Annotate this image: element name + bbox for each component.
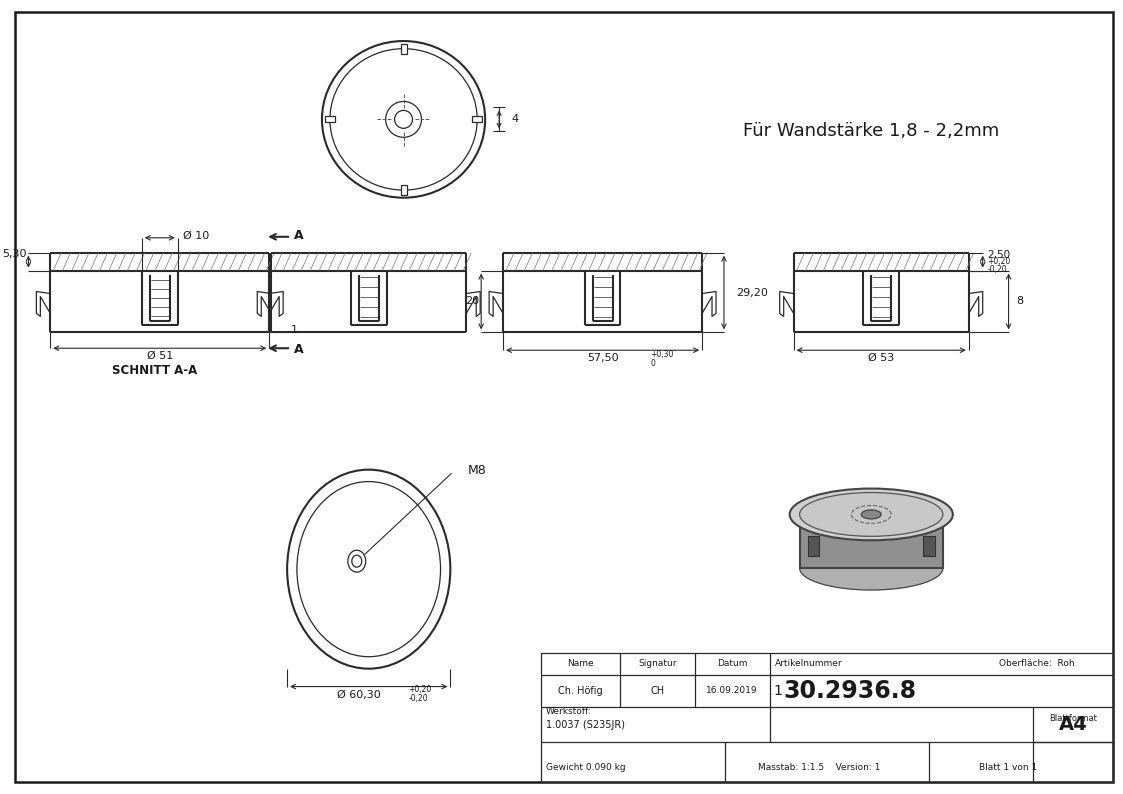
- Bar: [401, 44, 407, 54]
- Text: 1: 1: [774, 684, 783, 698]
- Text: 16.09.2019: 16.09.2019: [706, 686, 758, 695]
- Text: -0,20: -0,20: [987, 265, 1007, 274]
- Text: 8: 8: [1016, 296, 1024, 306]
- Text: Ch. Höfig: Ch. Höfig: [558, 685, 603, 696]
- Text: Blattformat: Blattformat: [1049, 714, 1097, 723]
- Text: 2,50: 2,50: [987, 249, 1011, 260]
- Text: +0,20: +0,20: [987, 257, 1011, 266]
- Text: Ø 53: Ø 53: [868, 353, 894, 363]
- Text: A4: A4: [1059, 715, 1087, 734]
- Text: Oberfläche:  Roh: Oberfläche: Roh: [998, 659, 1075, 669]
- Text: 5,30: 5,30: [2, 249, 27, 259]
- Bar: [807, 536, 820, 557]
- Text: Name: Name: [567, 659, 594, 669]
- Text: 20: 20: [465, 296, 480, 306]
- Text: CH: CH: [650, 685, 665, 696]
- Text: Masstab: 1:1.5    Version: 1: Masstab: 1:1.5 Version: 1: [758, 763, 880, 772]
- Text: M8: M8: [468, 464, 487, 477]
- Ellipse shape: [789, 488, 952, 540]
- Text: 1: 1: [291, 326, 298, 335]
- Text: -0,20: -0,20: [409, 694, 428, 703]
- Text: Datum: Datum: [716, 659, 747, 669]
- Text: 30.2936.8: 30.2936.8: [784, 679, 916, 703]
- Text: Ø 51: Ø 51: [147, 351, 173, 361]
- Text: 4: 4: [511, 114, 518, 125]
- Bar: [541, 653, 1113, 782]
- Text: Ø 10: Ø 10: [183, 231, 209, 241]
- Text: 1.0037 (S235JR): 1.0037 (S235JR): [546, 720, 624, 730]
- Text: Artikelnummer: Artikelnummer: [775, 659, 842, 669]
- Text: Ø 60,30: Ø 60,30: [337, 689, 381, 700]
- Text: SCHNITT A-A: SCHNITT A-A: [112, 364, 198, 376]
- Text: A: A: [294, 229, 304, 242]
- FancyBboxPatch shape: [800, 520, 943, 569]
- Bar: [325, 117, 335, 122]
- Text: Gewicht 0.090 kg: Gewicht 0.090 kg: [546, 763, 626, 772]
- Text: Blatt 1 von 1: Blatt 1 von 1: [979, 763, 1038, 772]
- Text: +0,30: +0,30: [650, 349, 674, 359]
- Bar: [472, 117, 482, 122]
- Bar: [923, 536, 935, 557]
- Ellipse shape: [800, 546, 943, 590]
- Text: Signatur: Signatur: [638, 659, 676, 669]
- Ellipse shape: [800, 492, 943, 536]
- Bar: [401, 185, 407, 195]
- Text: 29,20: 29,20: [736, 287, 768, 298]
- Text: Werkstoff:: Werkstoff:: [546, 707, 592, 716]
- Text: A: A: [294, 343, 304, 356]
- Text: Für Wandstärke 1,8 - 2,2mm: Für Wandstärke 1,8 - 2,2mm: [743, 122, 999, 141]
- Text: 0: 0: [650, 359, 655, 368]
- Ellipse shape: [861, 510, 882, 519]
- Text: +0,20: +0,20: [409, 685, 431, 694]
- Text: 57,50: 57,50: [586, 353, 619, 363]
